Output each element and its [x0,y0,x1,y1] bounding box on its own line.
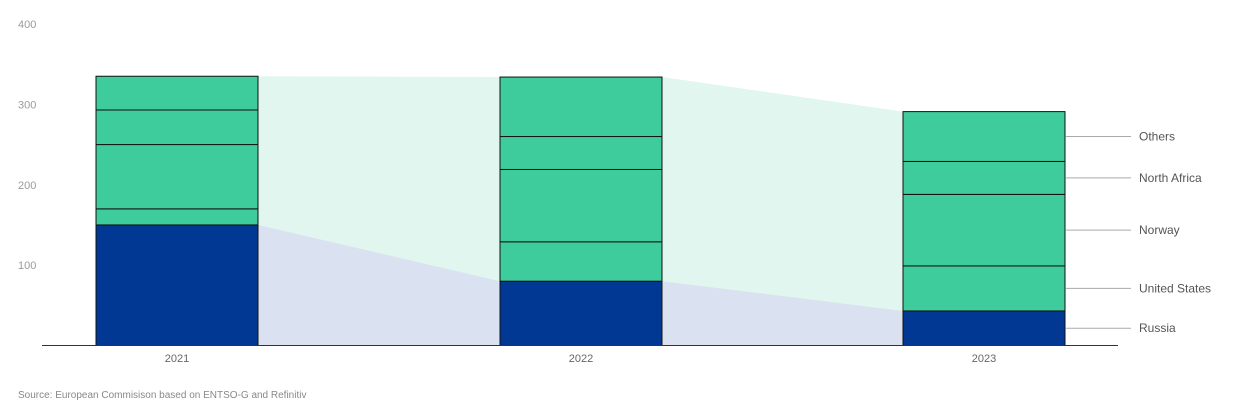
legend-label: Norway [1139,223,1180,237]
y-tick-label: 300 [18,99,36,111]
x-tick-label: 2022 [569,353,593,365]
y-tick-label: 200 [18,180,36,192]
bar-segment-norway [499,168,663,243]
bar-segment-others [902,111,1066,162]
legend-label: North Africa [1139,171,1202,185]
bar-segment-united-states [95,208,259,226]
bar-segment-north-africa [902,160,1066,195]
legend-label: Others [1139,130,1175,144]
bar-segment-russia [95,224,259,346]
bar-segment-united-states [902,265,1066,312]
y-tick-label: 400 [18,19,36,31]
russia-connector-band [662,281,903,346]
x-tick-label: 2023 [972,353,996,365]
source-note: Source: European Commisison based on ENT… [18,390,307,401]
bar-segment-norway [95,144,259,210]
stacked-bar-chart: 100 200 300 400 2021 2022 2023 Russia United S… [18,19,1211,365]
legend-label: United States [1139,281,1211,295]
bar-segment-norway [902,193,1066,267]
legend-label: Russia [1139,321,1176,335]
y-tick-label: 100 [18,260,36,272]
total-connector-band [662,77,903,346]
bar-segment-russia [902,310,1066,346]
x-tick-label: 2021 [165,353,189,365]
bar-segment-north-africa [499,136,663,170]
bar-segment-others [499,76,663,138]
bar-segment-united-states [499,241,663,282]
bar-segment-others [95,75,259,111]
bar-segment-russia [499,280,663,347]
bar-segment-north-africa [95,109,259,146]
russia-connector-band [258,224,500,346]
